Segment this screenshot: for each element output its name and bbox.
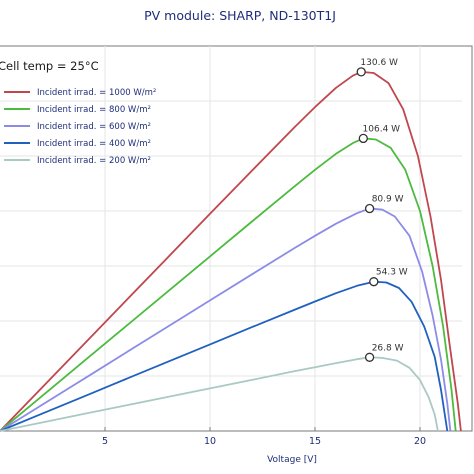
x-tick-label: 15	[309, 436, 321, 447]
peak-marker-1	[358, 133, 368, 144]
plot-area	[0, 45, 473, 432]
peak-label-0: 130.6 W	[360, 58, 398, 68]
peak-label-4: 26.8 W	[372, 343, 404, 353]
peak-marker-0	[356, 67, 366, 77]
x-axis-ticks: 5 10 15 20	[102, 427, 426, 447]
series-line-4	[0, 356, 439, 432]
series-line-0	[0, 71, 462, 432]
peak-markers: 130.6 W 106.4 W 80.9 W 54.3 W 26.8 W	[356, 58, 408, 362]
cell-temp-label: Cell temp = 25°C	[0, 59, 99, 73]
peak-label-1: 106.4 W	[363, 124, 401, 134]
grid-lines	[0, 46, 462, 431]
peak-label-3: 54.3 W	[376, 268, 408, 278]
series-line-1	[0, 137, 457, 432]
legend-label-0: Incident irrad. = 1000 W/m²	[37, 88, 156, 98]
peak-marker-2	[364, 203, 375, 214]
x-tick-label: 5	[102, 436, 108, 447]
chart-title: PV module: SHARP, ND-130T1J	[144, 8, 336, 23]
x-tick-label: 20	[414, 436, 426, 447]
peak-label-2: 80.9 W	[372, 195, 404, 205]
legend-label-2: Incident irrad. = 600 W/m²	[37, 122, 151, 132]
plot-border	[0, 45, 473, 432]
peak-marker-4	[364, 352, 375, 362]
legend-label-4: Incident irrad. = 200 W/m²	[37, 156, 151, 166]
series-line-3	[0, 280, 449, 432]
legend-label-3: Incident irrad. = 400 W/m²	[37, 139, 151, 149]
series-lines	[0, 71, 462, 432]
x-axis-label: Voltage [V]	[267, 455, 317, 465]
x-tick-label: 10	[204, 436, 216, 447]
peak-marker-3	[369, 277, 379, 287]
series-line-2	[0, 207, 452, 432]
legend-label-1: Incident irrad. = 800 W/m²	[37, 105, 151, 115]
legend: Incident irrad. = 1000 W/m² Incident irra…	[4, 88, 156, 166]
